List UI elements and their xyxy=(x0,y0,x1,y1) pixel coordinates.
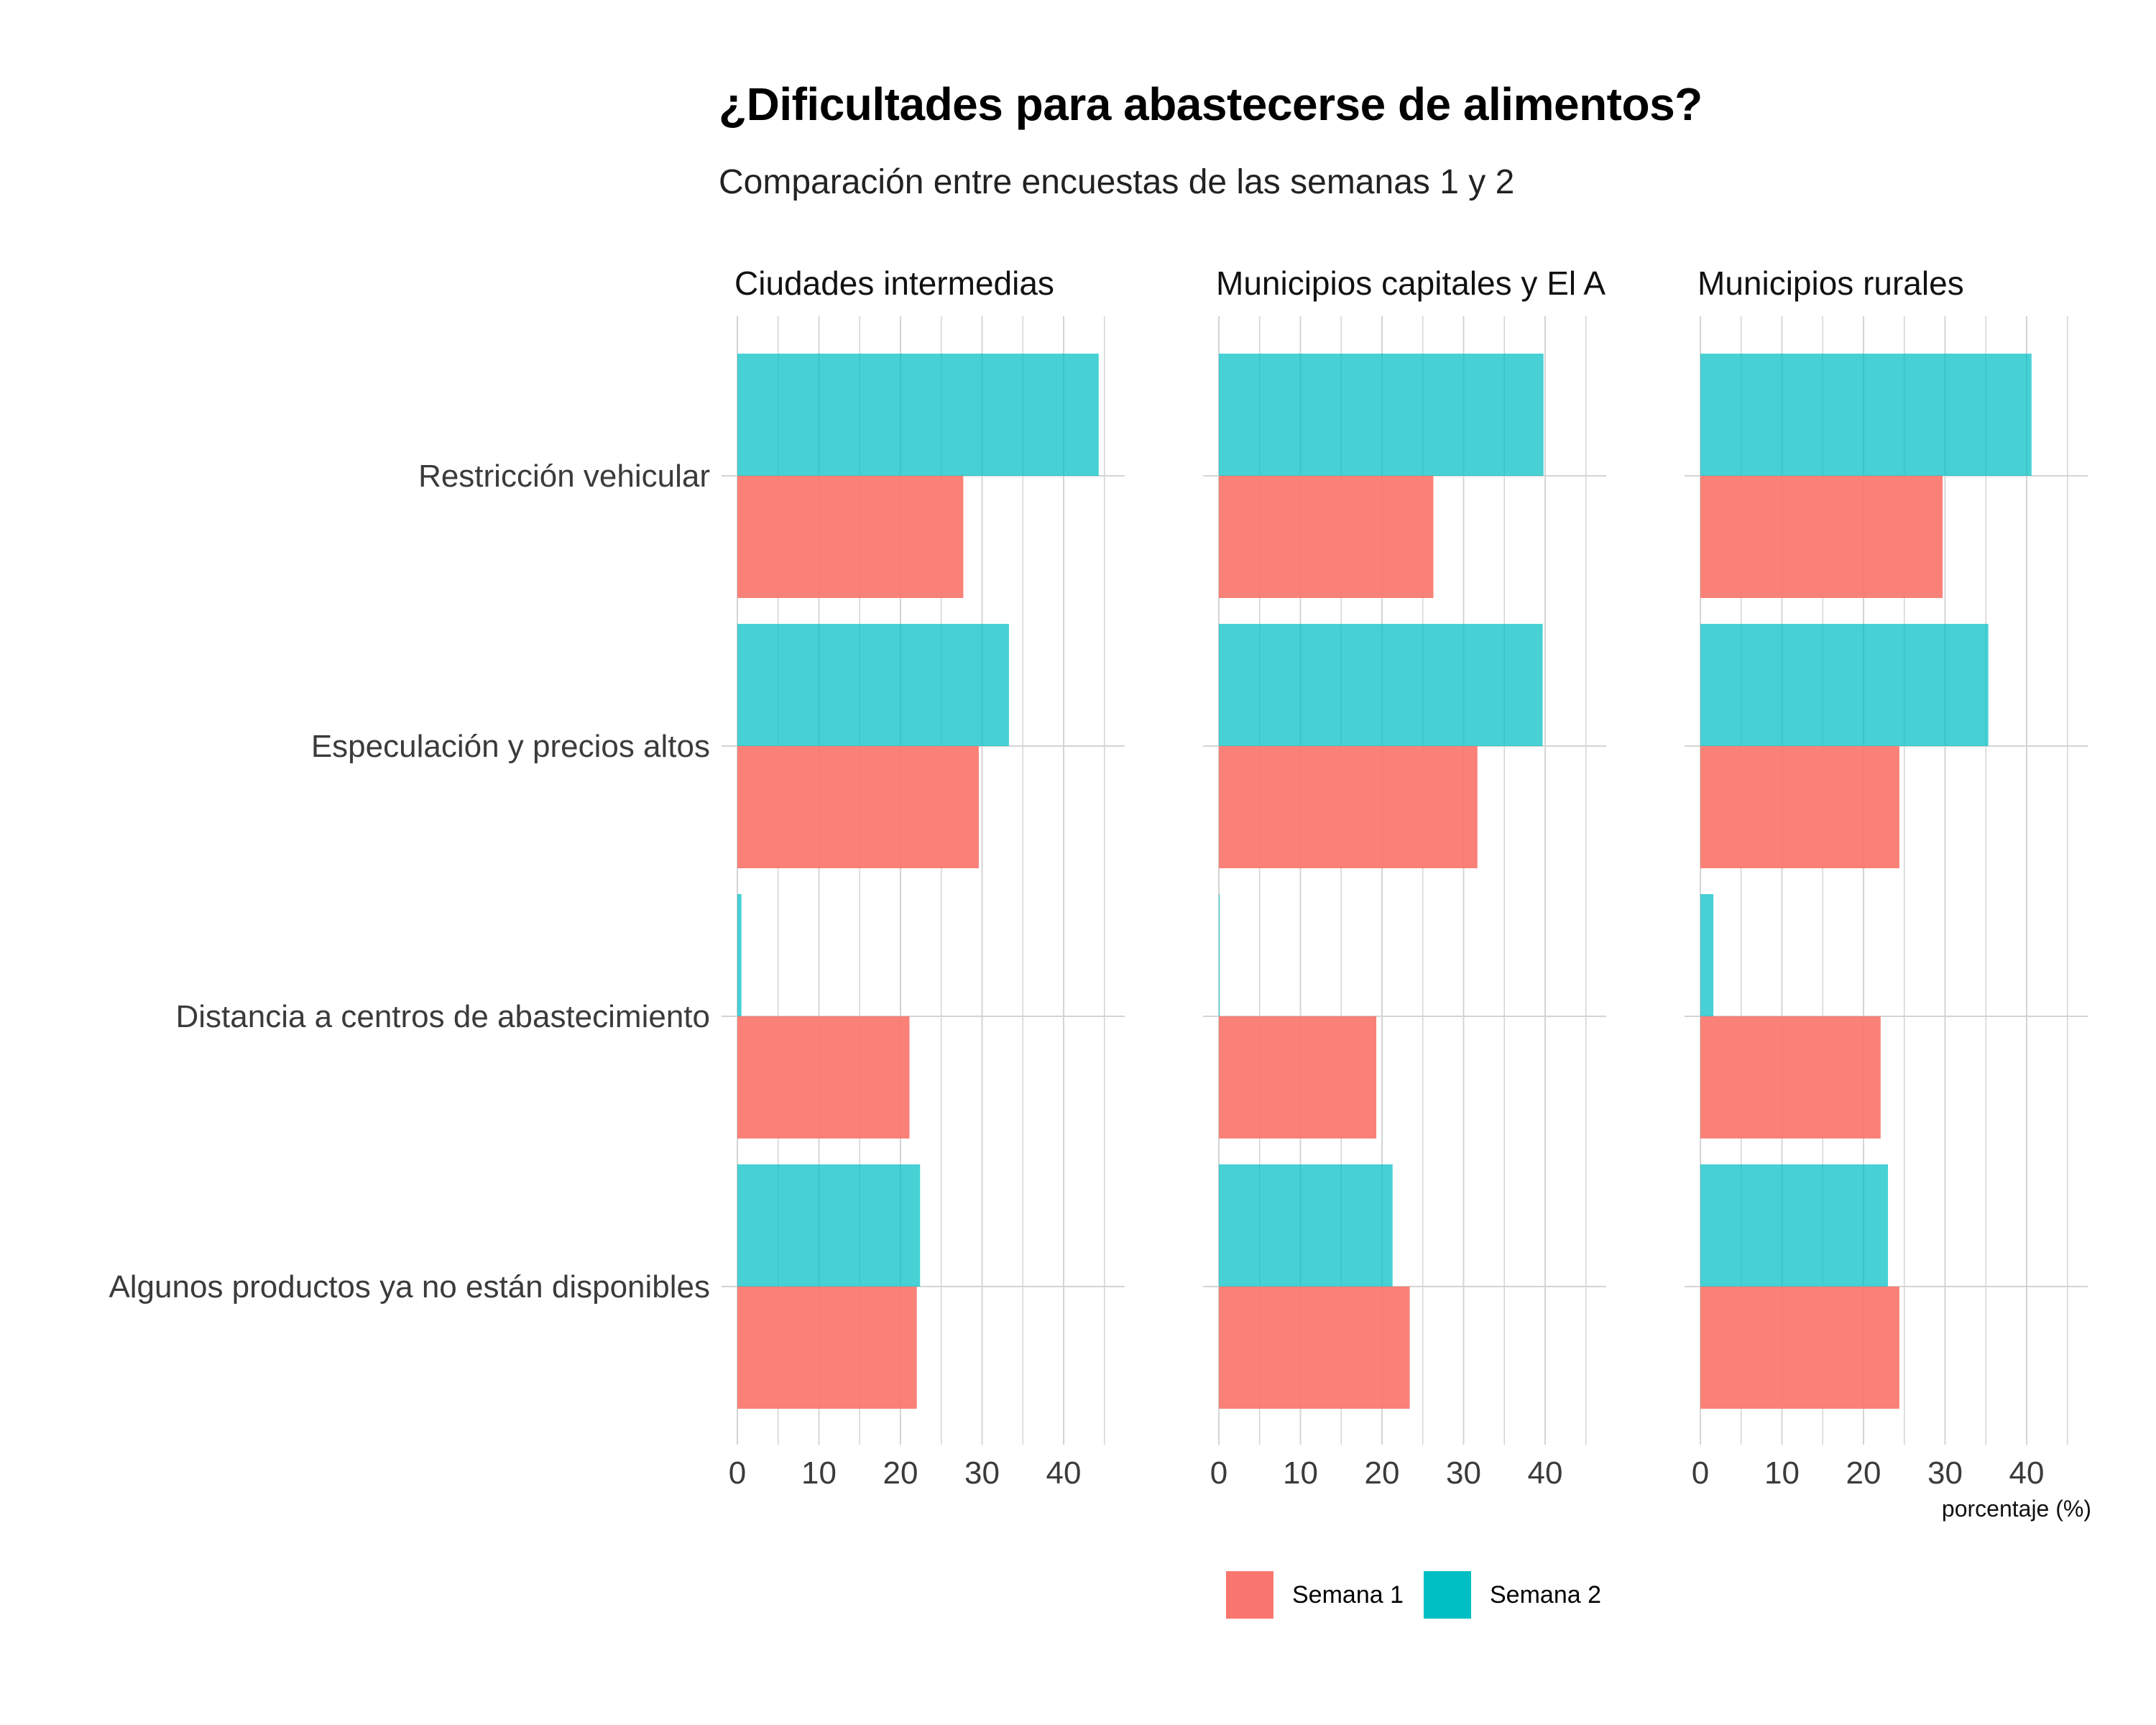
category-label: Especulación y precios altos xyxy=(311,729,710,764)
x-axis-label: porcentaje (%) xyxy=(1942,1496,2091,1522)
legend-swatch-semana-2 xyxy=(1424,1571,1471,1619)
bar-semana-2 xyxy=(1219,624,1543,746)
x-tick-label: 20 xyxy=(883,1455,918,1491)
x-tick-label: 0 xyxy=(729,1455,746,1491)
x-tick-label: 30 xyxy=(1446,1455,1481,1491)
panel-3: Municipios rurales 0 10 20 30 40 xyxy=(1685,264,2088,1491)
bar-semana-2 xyxy=(737,624,1009,746)
x-tick-label: 0 xyxy=(1210,1455,1227,1491)
bar-semana-2 xyxy=(1700,1164,1889,1287)
x-tick-label: 10 xyxy=(801,1455,837,1491)
bar-semana-1 xyxy=(737,1016,910,1138)
bar-semana-1 xyxy=(1219,1016,1377,1138)
bar-semana-2 xyxy=(1700,894,1714,1016)
bar-semana-1 xyxy=(737,476,964,598)
bar-semana-2 xyxy=(1219,354,1544,476)
bar-semana-2 xyxy=(1700,624,1989,746)
bar-semana-1 xyxy=(1700,476,1943,598)
legend-label-semana-1: Semana 1 xyxy=(1292,1581,1404,1609)
bar-semana-1 xyxy=(737,746,979,868)
x-tick-label: 40 xyxy=(2009,1455,2045,1491)
panel-title: Ciudades intermedias xyxy=(734,264,1054,302)
legend-item-semana-1: Semana 1 xyxy=(1226,1571,1404,1619)
bar-semana-1 xyxy=(1219,1287,1410,1409)
bar-semana-2 xyxy=(737,894,742,1016)
bar-semana-1 xyxy=(1700,746,1899,868)
x-tick-label: 10 xyxy=(1283,1455,1318,1491)
bar-semana-1 xyxy=(1219,476,1434,598)
bar-semana-1 xyxy=(1700,1016,1881,1138)
panel-2: Municipios capitales y El A 0 10 20 30 40 xyxy=(1203,264,1606,1491)
x-tick-label: 20 xyxy=(1365,1455,1400,1491)
x-tick-label: 10 xyxy=(1764,1455,1800,1491)
bar-semana-1 xyxy=(1700,1287,1899,1409)
x-tick-label: 30 xyxy=(964,1455,1000,1491)
x-tick-label: 40 xyxy=(1528,1455,1563,1491)
bar-semana-2 xyxy=(1219,894,1220,1016)
bar-semana-1 xyxy=(1219,746,1478,868)
panel-title: Municipios capitales y El A xyxy=(1216,264,1606,302)
bar-semana-2 xyxy=(737,354,1099,476)
chart-subtitle: Comparación entre encuestas de las seman… xyxy=(719,163,1515,201)
bar-semana-2 xyxy=(1700,354,2032,476)
x-tick-label: 30 xyxy=(1927,1455,1963,1491)
bar-semana-2 xyxy=(1219,1164,1393,1287)
legend-label-semana-2: Semana 2 xyxy=(1490,1581,1601,1609)
panel-1: Ciudades intermedias 0 10 20 30 40 xyxy=(722,264,1125,1491)
category-label: Distancia a centros de abastecimiento xyxy=(175,999,710,1034)
x-tick-label: 0 xyxy=(1692,1455,1709,1491)
legend-item-semana-2: Semana 2 xyxy=(1424,1571,1601,1619)
category-label: Algunos productos ya no están disponible… xyxy=(109,1269,710,1305)
bar-semana-1 xyxy=(737,1287,917,1409)
legend-swatch-semana-1 xyxy=(1226,1571,1273,1619)
x-tick-label: 20 xyxy=(1846,1455,1881,1491)
legend: Semana 1 Semana 2 xyxy=(1226,1571,1621,1619)
bar-semana-2 xyxy=(737,1164,921,1287)
chart-title: ¿Dificultades para abastecerse de alimen… xyxy=(719,78,1703,130)
category-label: Restricción vehicular xyxy=(418,459,710,494)
panel-title: Municipios rurales xyxy=(1697,264,1964,302)
x-tick-label: 40 xyxy=(1046,1455,1082,1491)
